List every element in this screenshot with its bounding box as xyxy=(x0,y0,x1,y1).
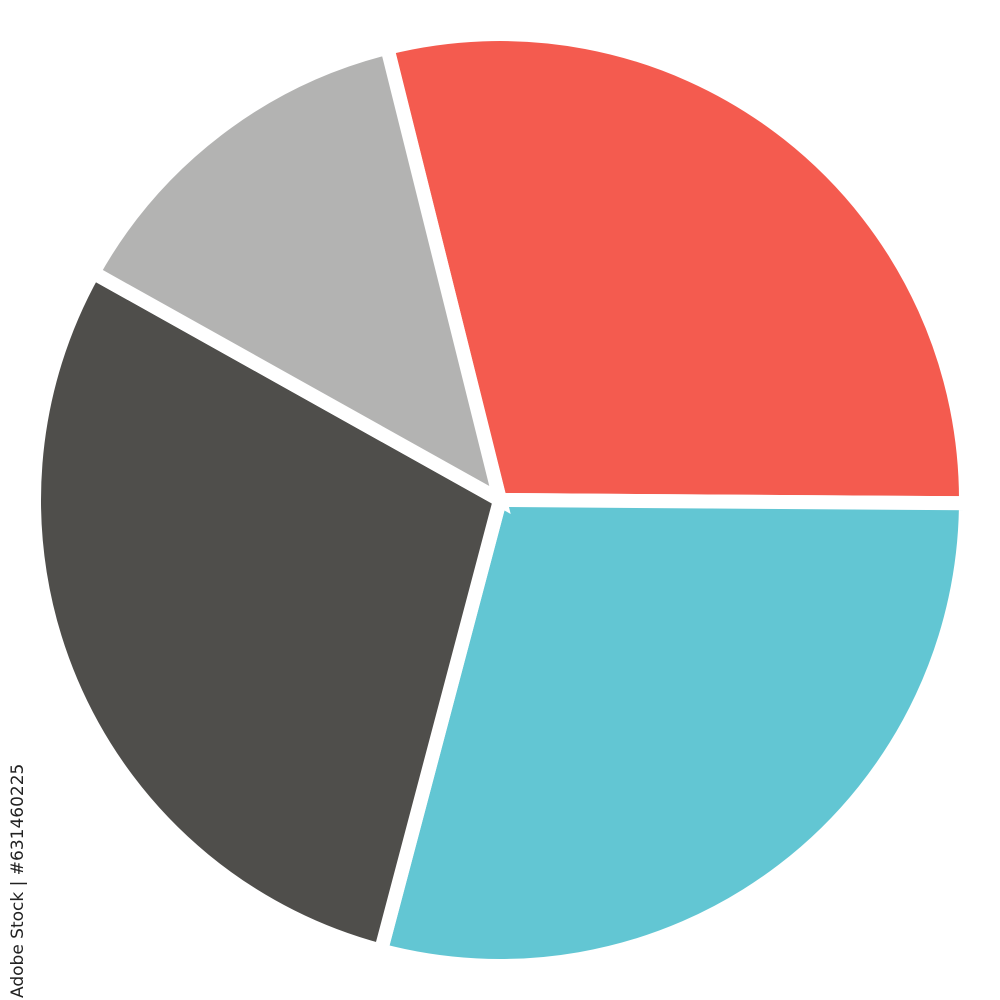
pie-slice-4 xyxy=(83,39,511,515)
stock-id-watermark: Adobe Stock | #631460225 xyxy=(8,763,28,998)
pie-slice-2 xyxy=(372,492,974,973)
pie-slice-1 xyxy=(378,27,973,511)
